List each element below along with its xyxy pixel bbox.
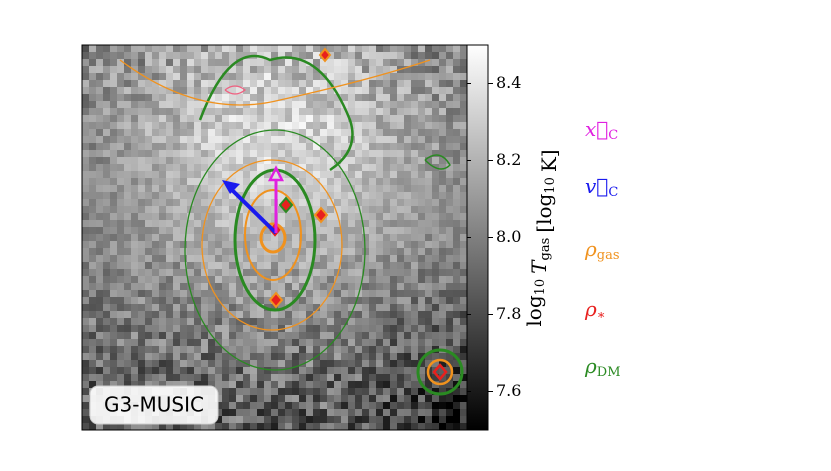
colorbar-tick-label: 7.8 — [496, 304, 521, 323]
legend-sub: C — [608, 185, 618, 200]
colorbar-ticks: 7.6 7.8 8.0 8.2 8.4 — [467, 73, 521, 400]
colorbar-tick-label: 8.4 — [496, 73, 521, 92]
colorbar-tick-label: 8.2 — [496, 150, 521, 169]
legend-symbol: v⃗ — [585, 174, 608, 198]
legend-entry: v⃗C — [585, 174, 618, 200]
temperature-map — [82, 45, 467, 430]
label-part: T — [527, 259, 551, 274]
label-part: K] — [537, 149, 561, 172]
label-part: log — [522, 295, 546, 326]
label-part: [log — [532, 193, 556, 232]
legend-symbol: x⃗ — [585, 117, 608, 141]
center-arrowhead — [267, 165, 285, 182]
vectors — [222, 165, 285, 235]
legend-sub: DM — [597, 365, 621, 380]
label-sub: gas — [538, 238, 553, 261]
legend-entry: ρDM — [584, 354, 621, 380]
velocity-arrowhead — [222, 180, 240, 194]
legend-symbol: ρ — [584, 354, 597, 378]
legend-sub: C — [608, 128, 618, 143]
legend-sub: ∗ — [597, 308, 606, 323]
panel-label-box — [89, 385, 219, 425]
label-sub: 10 — [533, 279, 548, 296]
legend-entry: ρgas — [584, 237, 620, 263]
colorbar-tick-label: 8.0 — [496, 227, 521, 246]
legend-symbol: ρ — [584, 237, 597, 261]
legend-symbol: ρ — [584, 297, 597, 321]
colorbar-label: log10Tgas[log10K] — [522, 149, 561, 326]
colorbar-tick-label: 7.6 — [496, 381, 521, 400]
legend-entry: x⃗C — [585, 117, 618, 143]
legend-sub: gas — [597, 248, 620, 263]
legend-entry: ρ∗ — [584, 297, 606, 323]
velocity-arrow — [230, 188, 278, 235]
panel-label: G3-MUSIC — [104, 393, 204, 417]
label-sub: 10 — [543, 177, 558, 194]
